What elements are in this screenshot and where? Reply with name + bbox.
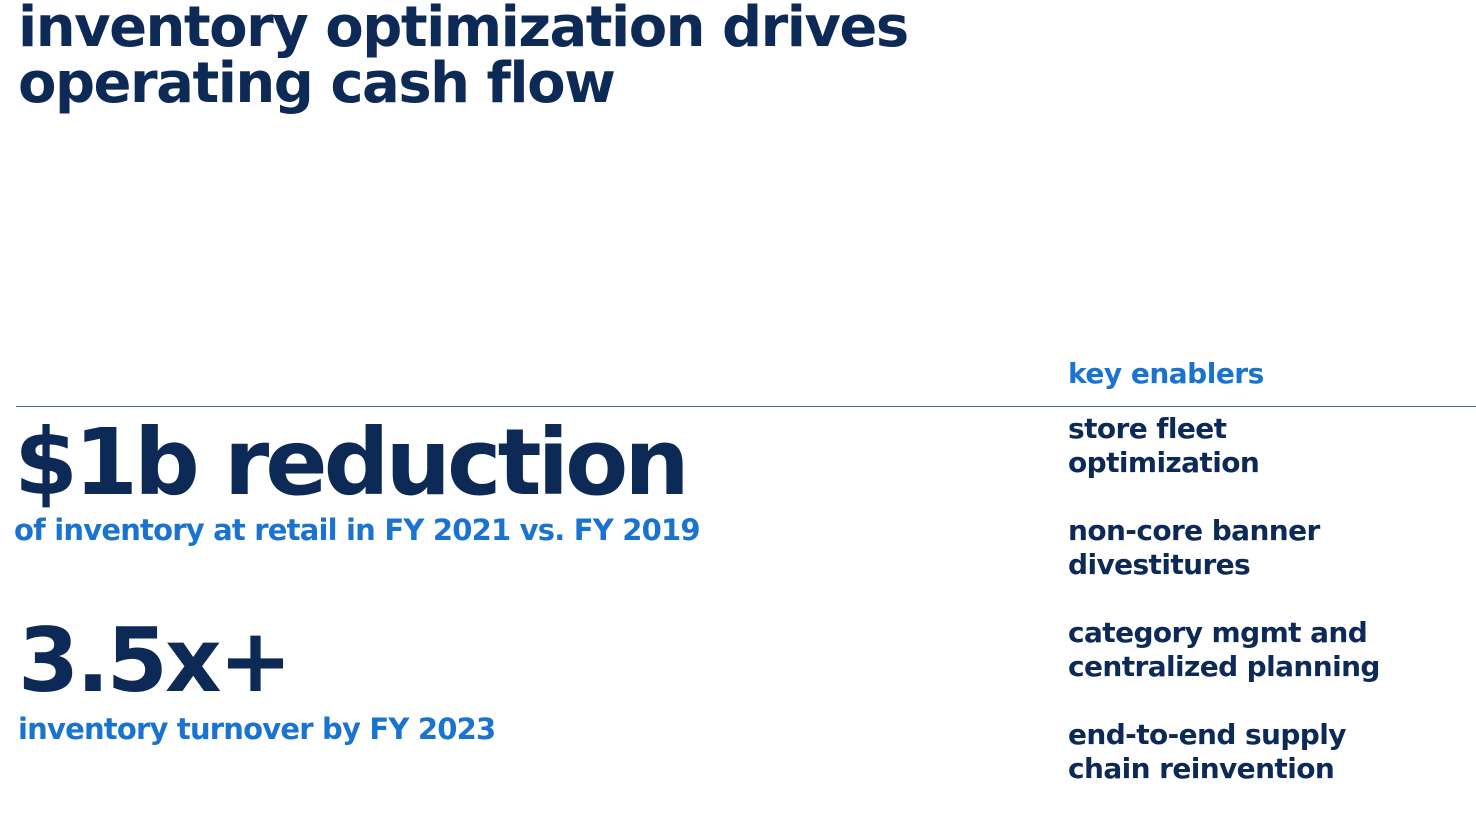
enabler-banner-divestitures: non-core banner divestitures [1068,514,1468,582]
enabler-line: chain reinvention [1068,752,1335,785]
stat-inventory-turnover-caption: inventory turnover by FY 2023 [18,712,496,746]
enabler-store-fleet: store fleet optimization [1068,412,1468,480]
enabler-line: non-core banner [1068,514,1320,547]
page-title-line-2: operating cash flow [18,51,616,116]
enabler-line: store fleet [1068,412,1227,445]
section-divider [16,406,1476,407]
page-title: inventory optimization drives operating … [18,0,1118,112]
key-enablers-list: store fleet optimization non-core banner… [1068,412,1468,820]
page-title-line-1: inventory optimization drives [18,0,909,60]
key-enablers-heading: key enablers [1068,357,1264,390]
stat-inventory-turnover-value: 3.5x+ [18,609,292,712]
stat-inventory-reduction-caption: of inventory at retail in FY 2021 vs. FY… [14,513,701,547]
enabler-line: divestitures [1068,548,1251,581]
enabler-category-mgmt: category mgmt and centralized planning [1068,616,1468,684]
enabler-line: centralized planning [1068,650,1380,683]
stat-inventory-reduction-value: $1b reduction [14,409,690,516]
enabler-line: optimization [1068,446,1260,479]
enabler-line: end-to-end supply [1068,718,1346,751]
enabler-line: category mgmt and [1068,616,1368,649]
enabler-supply-chain: end-to-end supply chain reinvention [1068,718,1468,786]
